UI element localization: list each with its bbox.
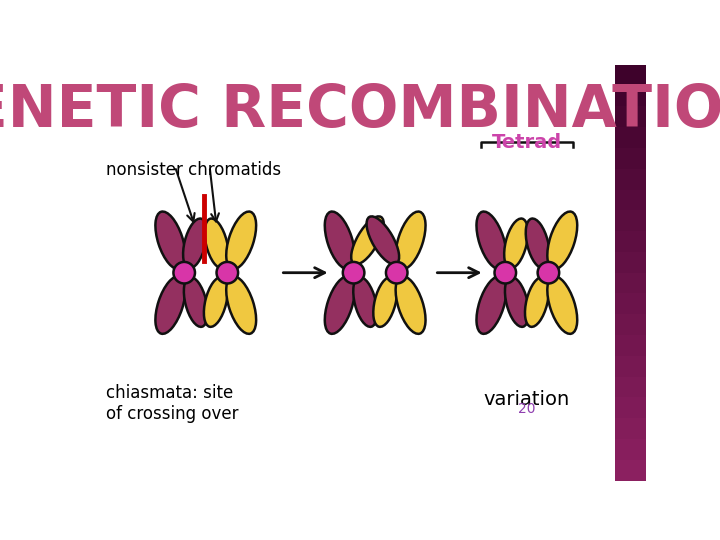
Ellipse shape	[183, 219, 207, 268]
Bar	[616, 85, 647, 106]
Text: chiasmata: site
of crossing over: chiasmata: site of crossing over	[106, 384, 238, 423]
Bar	[616, 252, 647, 273]
Bar	[616, 294, 647, 314]
Bar	[616, 418, 647, 439]
Bar	[616, 397, 647, 418]
Ellipse shape	[354, 277, 377, 327]
Ellipse shape	[395, 212, 426, 269]
Bar	[616, 106, 647, 127]
Text: 20: 20	[518, 402, 536, 416]
Circle shape	[174, 262, 195, 284]
Text: nonsister chromatids: nonsister chromatids	[106, 161, 281, 179]
Ellipse shape	[477, 276, 506, 334]
Ellipse shape	[156, 212, 185, 269]
Ellipse shape	[526, 219, 549, 268]
Bar	[616, 210, 647, 231]
Ellipse shape	[505, 277, 528, 327]
Bar	[616, 314, 647, 335]
Ellipse shape	[373, 277, 397, 327]
Bar	[616, 335, 647, 356]
Circle shape	[343, 262, 364, 284]
Text: Tetrad: Tetrad	[492, 132, 562, 152]
Bar	[616, 127, 647, 148]
Bar	[616, 190, 647, 211]
Bar	[616, 65, 647, 481]
Bar	[616, 231, 647, 252]
Ellipse shape	[525, 277, 549, 327]
Ellipse shape	[366, 217, 399, 265]
Bar	[616, 377, 647, 397]
Ellipse shape	[204, 277, 228, 327]
Circle shape	[538, 262, 559, 284]
Ellipse shape	[477, 212, 506, 269]
Bar	[616, 273, 647, 294]
Ellipse shape	[325, 276, 355, 334]
Bar	[616, 168, 647, 190]
Ellipse shape	[351, 217, 384, 265]
Ellipse shape	[226, 212, 256, 269]
Ellipse shape	[226, 276, 256, 334]
Ellipse shape	[395, 276, 426, 334]
Ellipse shape	[204, 219, 228, 268]
Circle shape	[386, 262, 408, 284]
Bar	[616, 356, 647, 377]
Bar	[616, 148, 647, 168]
Ellipse shape	[325, 212, 355, 269]
Ellipse shape	[184, 277, 207, 327]
Ellipse shape	[547, 276, 577, 334]
Circle shape	[217, 262, 238, 284]
Ellipse shape	[547, 212, 577, 269]
Text: variation: variation	[484, 390, 570, 409]
Bar	[616, 65, 647, 85]
Bar	[616, 460, 647, 481]
Text: GENETIC RECOMBINATION: GENETIC RECOMBINATION	[0, 82, 720, 139]
Ellipse shape	[504, 219, 528, 268]
Bar	[616, 439, 647, 460]
Circle shape	[495, 262, 516, 284]
Ellipse shape	[156, 276, 185, 334]
